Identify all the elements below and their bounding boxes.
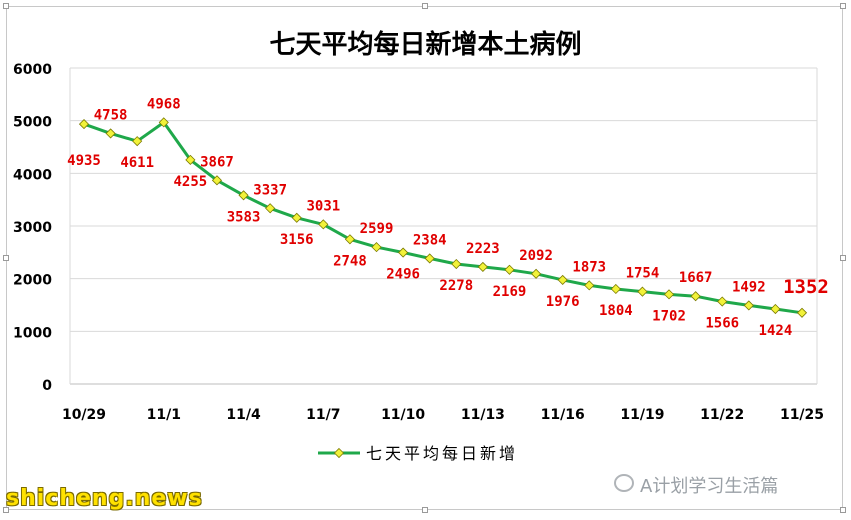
data-label: 1424: [759, 323, 793, 339]
y-tick-label: 1000: [13, 325, 52, 341]
chart-title: 七天平均每日新增本土病例: [269, 30, 582, 60]
resize-handle-mr[interactable]: [840, 255, 846, 261]
data-label: 1702: [652, 308, 686, 324]
data-label: 2599: [360, 221, 394, 237]
resize-handle-tc[interactable]: [422, 3, 428, 9]
data-label-latest: 1352: [783, 276, 829, 298]
x-tick-label: 11/22: [700, 407, 744, 423]
y-tick-label: 3000: [13, 220, 52, 236]
data-point: [796, 307, 808, 318]
data-label: 1754: [626, 266, 660, 282]
y-tick-label: 2000: [13, 273, 52, 289]
data-point: [318, 219, 329, 230]
data-point: [451, 258, 462, 270]
data-label: 4255: [174, 174, 208, 190]
x-tick-label: 11/25: [780, 407, 824, 423]
data-label: 2278: [439, 278, 473, 294]
legend-label: 七天平均每日新增: [366, 444, 518, 463]
data-label: 2384: [413, 232, 447, 248]
data-point: [743, 300, 754, 311]
data-point: [185, 154, 196, 165]
resize-handle-ml[interactable]: [3, 255, 9, 261]
data-point: [371, 242, 382, 253]
data-label: 3031: [306, 198, 340, 214]
data-label: 3583: [227, 209, 261, 225]
data-point: [663, 289, 675, 300]
data-label: 4968: [147, 96, 181, 112]
brand-logo-text: shicheng.news: [6, 486, 203, 511]
y-tick-label: 5000: [13, 115, 52, 131]
y-tick-label: 0: [42, 378, 52, 394]
data-point: [424, 253, 435, 264]
x-tick-label: 11/13: [461, 407, 505, 423]
data-point: [557, 274, 568, 285]
data-point: [291, 212, 302, 223]
data-point: [238, 190, 249, 201]
data-label: 2496: [386, 267, 420, 283]
data-label: 1976: [546, 294, 580, 310]
data-point: [132, 136, 143, 147]
x-tick-label: 11/19: [620, 407, 664, 423]
data-point: [477, 261, 488, 272]
y-tick-label: 4000: [13, 167, 52, 183]
data-point: [105, 128, 116, 139]
data-label: 1804: [599, 303, 633, 319]
data-label: 1873: [572, 259, 606, 275]
data-label: 3156: [280, 232, 314, 248]
data-label: 3867: [200, 154, 234, 170]
x-tick-label: 11/7: [306, 407, 340, 423]
data-point: [637, 286, 648, 297]
y-tick-label: 6000: [13, 62, 52, 78]
x-tick-label: 11/10: [381, 407, 425, 423]
watermark-text: A计划学习生活篇: [640, 476, 779, 497]
data-label: 3337: [253, 182, 287, 198]
data-label: 2223: [466, 241, 500, 257]
resize-handle-br[interactable]: [840, 507, 846, 513]
legend-marker: [333, 447, 345, 459]
data-label: 1492: [732, 279, 766, 295]
x-tick-label: 10/29: [62, 407, 106, 423]
resize-handle-bl[interactable]: [3, 507, 9, 513]
data-point: [690, 291, 701, 302]
data-point: [265, 203, 276, 214]
resize-handle-bc[interactable]: [422, 507, 428, 513]
series-line: [83, 120, 803, 315]
data-point: [158, 117, 169, 128]
wechat-icon: [614, 474, 634, 492]
data-point: [78, 119, 90, 130]
data-point: [717, 296, 728, 307]
data-label: 1566: [705, 316, 739, 332]
data-point: [211, 175, 223, 186]
data-label: 2748: [333, 253, 367, 269]
x-tick-label: 11/16: [541, 407, 585, 423]
data-point: [584, 280, 595, 291]
data-point: [398, 247, 409, 258]
data-point: [770, 303, 781, 315]
data-point: [531, 268, 542, 279]
data-label: 1667: [679, 270, 713, 286]
data-label: 4758: [94, 107, 128, 123]
data-label: 2092: [519, 248, 553, 264]
x-tick-label: 11/1: [147, 407, 181, 423]
data-point: [610, 283, 621, 295]
resize-handle-tr[interactable]: [840, 3, 846, 9]
data-label: 4611: [120, 155, 154, 171]
x-tick-label: 11/4: [226, 407, 261, 423]
resize-handle-tl[interactable]: [3, 3, 9, 9]
data-label: 2169: [493, 284, 527, 300]
data-point: [504, 264, 515, 275]
data-label: 4935: [67, 153, 101, 169]
data-point: [344, 234, 355, 245]
